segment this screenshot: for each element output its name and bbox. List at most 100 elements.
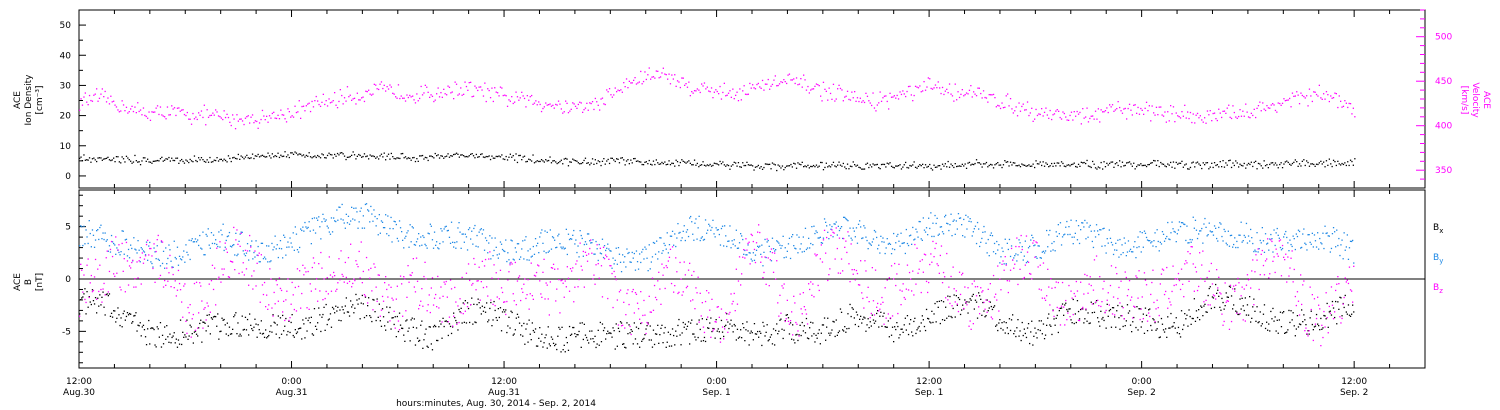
density-point [589,164,591,166]
By-point [1051,242,1053,245]
density-point [220,158,222,160]
density-point [1141,164,1143,167]
velocity-point [127,112,129,114]
Bz-point [367,302,369,304]
Bz-point [404,278,406,280]
Bx-point [322,313,324,316]
velocity-point [815,83,818,85]
velocity-point [893,95,895,97]
Bx-point [959,313,962,316]
velocity-point [892,96,894,98]
Bx-point [597,329,599,331]
Bz-point [395,298,397,300]
density-point [341,152,343,154]
density-point [346,156,349,158]
velocity-point [147,117,149,119]
Bz-point [89,282,91,284]
velocity-point [763,89,765,91]
By-point [1277,234,1279,236]
By-point [503,250,505,252]
velocity-point [499,86,502,88]
Bx-point [527,341,529,343]
velocity-point [455,83,458,85]
velocity-point [80,98,82,100]
density-point [791,166,793,168]
Bz-point [421,288,423,290]
By-point [367,209,369,211]
velocity-point [1039,113,1041,116]
By-point [916,231,918,233]
Bz-point [703,331,706,334]
Bx-point [1119,328,1121,330]
velocity-point [301,105,303,108]
Bx-point [1003,321,1005,323]
By-point [846,219,848,221]
Bx-point [857,325,860,328]
velocity-point [417,100,419,102]
velocity-point [215,109,217,111]
By-point [191,238,193,240]
density-point [1162,163,1165,165]
velocity-point [719,85,721,88]
velocity-point [436,93,438,95]
velocity-point [1306,95,1308,97]
density-point [788,165,791,167]
Bx-point [647,322,649,324]
By-point [628,251,630,254]
Bz-point [209,311,211,313]
By-point [192,241,194,243]
By-point [1036,257,1038,259]
velocity-point [297,111,299,113]
By-point [137,240,139,242]
Bx-point [663,332,665,334]
Bx-point [87,306,89,308]
Bz-point [469,279,471,282]
Bx-point [1251,317,1253,319]
By-point [860,226,862,228]
Bx-point [407,330,409,332]
velocity-point [678,81,680,83]
Bx-point [1106,303,1108,305]
density-point [565,157,567,160]
density-point [1330,163,1332,165]
velocity-point [145,115,147,118]
Bx-point [1292,312,1294,314]
Bz-point [658,271,660,273]
velocity-point [334,92,336,94]
Bz-point [377,274,379,276]
By-point [683,225,685,227]
By-point [745,254,747,256]
Bz-point [319,290,321,292]
By-point [1327,235,1329,237]
velocity-point [253,122,255,124]
Bx-point [426,345,428,347]
Bx-point [480,313,482,315]
By-point [144,254,147,256]
By-point [254,256,256,258]
density-point [189,158,191,161]
Bz-point [335,290,337,292]
Bx-point [1038,320,1040,322]
By-point [793,245,795,247]
density-point [108,159,111,161]
By-point [729,225,731,227]
velocity-point [710,87,713,89]
Bz-point [497,278,499,280]
Bx-point [897,325,899,328]
density-point [1308,165,1311,167]
Bx-point [642,338,644,341]
Bx-point [229,333,232,335]
density-point [1286,160,1288,162]
Bx-point [1009,329,1012,332]
density-point [1320,160,1322,162]
Bx-point [377,316,379,318]
velocity-point [885,95,887,97]
By-point [448,236,451,238]
By-point [371,213,373,215]
velocity-point [1002,107,1005,109]
By-point [776,240,778,242]
Bx-point [447,334,449,337]
By-point [473,227,475,230]
By-point [1065,226,1067,228]
Bz-point [690,300,692,302]
